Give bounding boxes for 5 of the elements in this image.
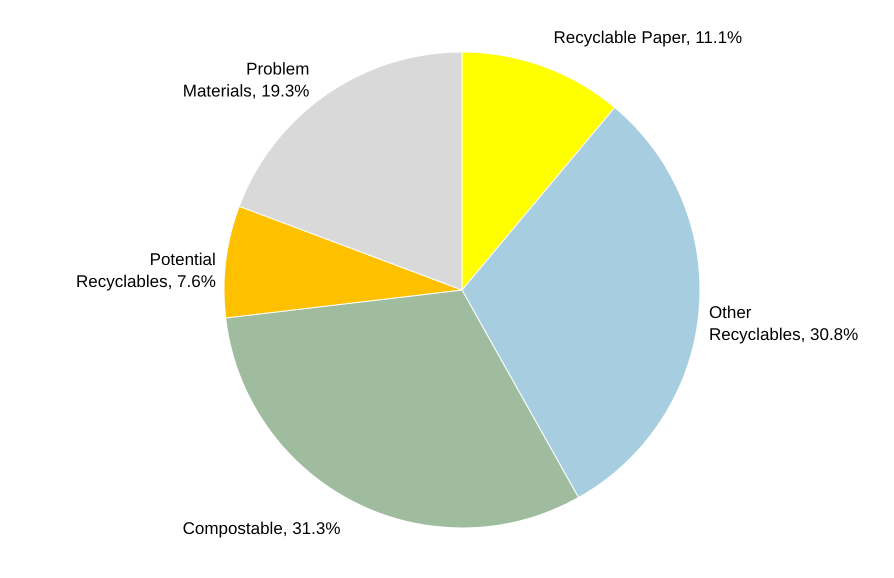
slice-label: Recyclable Paper, 11.1% bbox=[553, 28, 742, 48]
slice-label: Potential Recyclables, 7.6% bbox=[76, 250, 216, 292]
slice-label: Compostable, 31.3% bbox=[182, 518, 340, 538]
slice-label: Other Recyclables, 30.8% bbox=[708, 302, 858, 344]
slice-label: Problem Materials, 19.3% bbox=[182, 60, 310, 101]
